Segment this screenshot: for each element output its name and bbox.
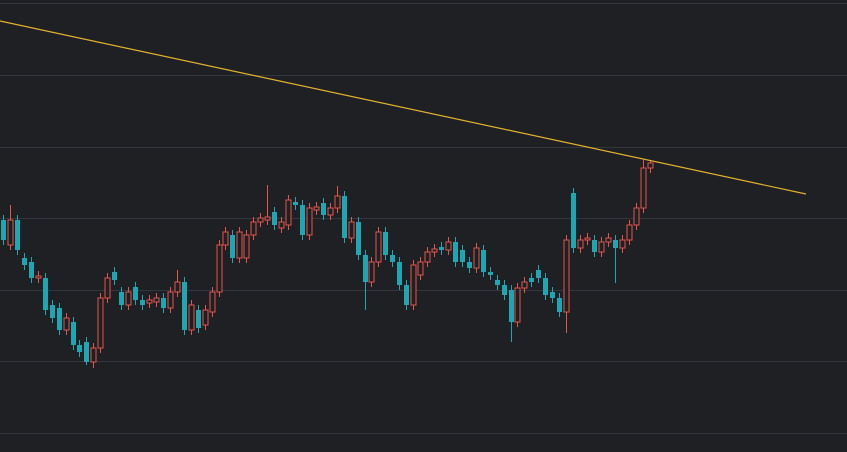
candle-body bbox=[529, 278, 534, 282]
candle-body bbox=[174, 281, 181, 293]
candle-body bbox=[22, 258, 27, 265]
candle-body bbox=[119, 292, 124, 305]
candle-body bbox=[334, 195, 341, 209]
candle-body bbox=[584, 237, 591, 241]
candle-body bbox=[57, 308, 62, 330]
candle-body bbox=[488, 272, 493, 275]
candle-body bbox=[521, 281, 528, 289]
candle-body bbox=[633, 207, 640, 226]
candle-body bbox=[502, 285, 507, 295]
candle-body bbox=[356, 222, 361, 255]
candle-body bbox=[250, 221, 257, 236]
candle-body bbox=[236, 231, 243, 259]
candle-body bbox=[84, 342, 89, 362]
candle-body bbox=[550, 292, 555, 298]
candle-body bbox=[375, 231, 382, 263]
candle-body bbox=[453, 242, 458, 262]
candle-body bbox=[285, 199, 292, 226]
candle-body bbox=[473, 247, 480, 269]
candle-body bbox=[97, 297, 104, 349]
candle-body bbox=[182, 282, 187, 330]
candle-body bbox=[257, 217, 264, 223]
candle-body bbox=[293, 202, 298, 205]
candle-body bbox=[104, 277, 111, 299]
candle-body bbox=[90, 347, 97, 363]
candle-body bbox=[439, 247, 444, 250]
candle-body bbox=[278, 221, 285, 229]
candle-body bbox=[15, 220, 20, 250]
candle-body bbox=[445, 241, 452, 251]
candle-body bbox=[368, 261, 375, 283]
candle-body bbox=[481, 250, 486, 272]
candle-body bbox=[348, 221, 355, 239]
candle-body bbox=[626, 224, 633, 241]
candle-body bbox=[577, 239, 584, 249]
candle-body bbox=[467, 262, 472, 268]
candle-body bbox=[167, 291, 174, 309]
candle-body bbox=[431, 248, 438, 253]
candle-body bbox=[640, 167, 647, 209]
candle-body bbox=[161, 298, 166, 308]
candle-body bbox=[321, 203, 326, 215]
candle-body bbox=[342, 196, 347, 238]
candle-body bbox=[63, 317, 70, 331]
candle-body bbox=[410, 264, 417, 306]
candle-body bbox=[390, 255, 395, 262]
candle-body bbox=[647, 162, 654, 169]
candle-body bbox=[598, 241, 605, 253]
candle-body bbox=[563, 239, 570, 313]
candle-body bbox=[140, 300, 145, 305]
candle-body bbox=[1, 220, 6, 240]
trend-line bbox=[0, 20, 807, 195]
candle-body bbox=[613, 240, 618, 248]
candle-body bbox=[397, 262, 402, 285]
candle-body bbox=[230, 235, 235, 258]
candle-body bbox=[592, 240, 597, 252]
candle-body bbox=[536, 270, 541, 278]
candle-body bbox=[313, 206, 320, 211]
candle-body bbox=[209, 291, 216, 313]
candle-body bbox=[619, 239, 626, 249]
candle-body bbox=[153, 297, 160, 303]
candle-body bbox=[29, 262, 34, 278]
candle-body bbox=[125, 291, 132, 306]
candle-body bbox=[146, 299, 153, 304]
candle-body bbox=[300, 205, 305, 235]
candle-body bbox=[424, 251, 431, 263]
candle-body bbox=[196, 310, 201, 328]
candle-body bbox=[383, 232, 388, 255]
candle-body bbox=[202, 309, 209, 326]
candle-body bbox=[605, 237, 612, 243]
candle-body bbox=[264, 216, 271, 221]
candle-body bbox=[43, 278, 48, 310]
candle-body bbox=[50, 305, 55, 318]
candle-body bbox=[222, 231, 229, 246]
candle-body bbox=[216, 244, 223, 293]
candle-body bbox=[571, 193, 576, 248]
candle-body bbox=[306, 207, 313, 236]
candle-body bbox=[188, 304, 195, 331]
candle-body bbox=[71, 322, 76, 345]
candle-body bbox=[243, 234, 250, 259]
candle-body bbox=[133, 287, 138, 300]
candle-body bbox=[509, 290, 514, 322]
candle-body bbox=[7, 219, 14, 246]
candle-body bbox=[495, 280, 500, 285]
candle-body bbox=[35, 275, 42, 279]
candle-body bbox=[363, 255, 368, 282]
candle-body bbox=[272, 212, 277, 225]
candle-body bbox=[77, 345, 82, 352]
candle-body bbox=[543, 278, 548, 295]
candle-body bbox=[514, 287, 521, 323]
candle-body bbox=[417, 261, 424, 276]
candle-body bbox=[404, 285, 409, 305]
candle-body bbox=[460, 250, 465, 262]
candle-body bbox=[557, 298, 562, 312]
candle-body bbox=[327, 207, 334, 216]
candle-body bbox=[112, 272, 117, 280]
